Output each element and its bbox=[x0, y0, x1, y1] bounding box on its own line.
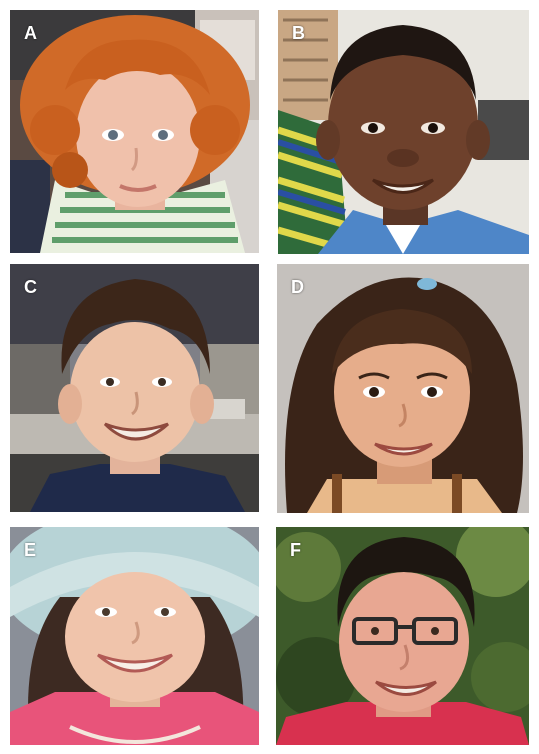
photo-d-image bbox=[277, 264, 529, 513]
photo-a-image bbox=[10, 10, 259, 253]
photo-f-image bbox=[276, 527, 529, 745]
photo-panel-e: E bbox=[10, 527, 259, 745]
panel-label-f: F bbox=[290, 540, 301, 560]
photo-c-image bbox=[10, 264, 259, 512]
photo-e-image bbox=[10, 527, 259, 745]
photo-panel-a: A bbox=[10, 10, 259, 253]
photo-panel-f: F bbox=[276, 527, 529, 745]
photo-b-image bbox=[278, 10, 529, 254]
panel-label-c: C bbox=[24, 277, 37, 297]
panel-label-a: A bbox=[24, 23, 37, 43]
photo-panel-b: B bbox=[278, 10, 529, 254]
photo-panel-d: D bbox=[277, 264, 529, 513]
photo-panel-c: C bbox=[10, 264, 259, 512]
panel-label-d: D bbox=[291, 277, 304, 297]
panel-label-e: E bbox=[24, 540, 37, 560]
panel-label-b: B bbox=[292, 23, 305, 43]
